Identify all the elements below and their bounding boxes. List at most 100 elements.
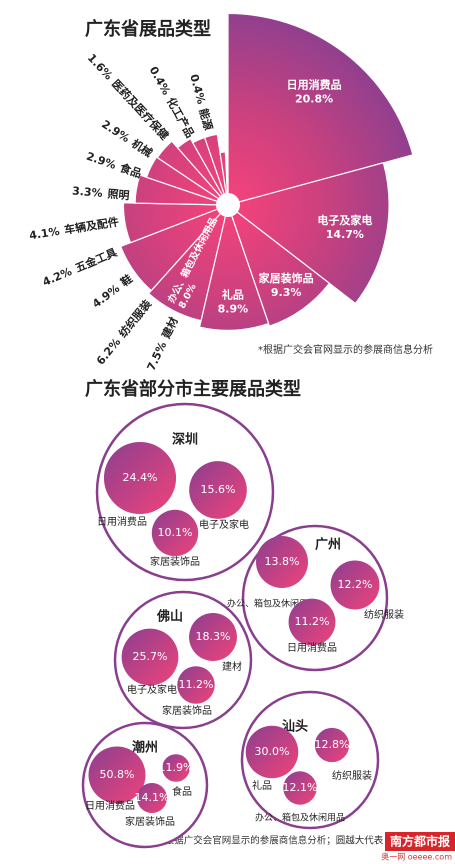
wedge-label: 家居装饰品 9.3% — [259, 271, 314, 299]
value-label: 50.8% — [100, 768, 135, 781]
center-hole — [216, 193, 240, 217]
category-label: 日用消费品 — [287, 641, 337, 654]
wedge — [147, 204, 229, 322]
category-label: 鞋 — [118, 271, 135, 289]
wedge — [203, 133, 229, 206]
wedge — [219, 151, 229, 206]
value-label: 14.7% — [326, 228, 364, 241]
value-label: 9.3% — [271, 286, 302, 299]
value-label: 4.2% — [41, 265, 74, 289]
bubble — [189, 461, 247, 519]
category-label: 礼品 — [252, 779, 272, 792]
bubble — [255, 535, 309, 589]
value-label: 11.2% — [179, 678, 214, 691]
note: *根据广交会官网显示的参展商信息分析；圆越大代表 — [160, 835, 384, 847]
category-label: 纺织服装 — [364, 608, 404, 621]
wedge — [198, 202, 270, 331]
value-label: 30.0% — [255, 745, 290, 758]
category-label: 食品 — [172, 785, 192, 798]
group-title: 佛山 — [156, 609, 183, 625]
value-label: 7.5% — [145, 340, 170, 373]
category-label: 家居装饰品 — [125, 815, 175, 828]
bubble — [88, 746, 146, 804]
category-label: 家居装饰品 — [259, 271, 314, 285]
wedge-label: 3.3% 照明 — [72, 184, 130, 202]
watermark-brand: 南方都市报 — [390, 834, 450, 849]
wedge — [226, 203, 331, 327]
bubble — [136, 782, 168, 814]
bubble — [103, 441, 177, 515]
wedge-label: 6.2%纺织服装 — [93, 297, 154, 368]
bubble — [151, 509, 199, 557]
wedge-label: 礼品 8.9% — [218, 288, 249, 316]
category-label: 五金工具 — [73, 245, 119, 275]
chart-title: 广东省部分市主要展品类型 — [85, 378, 301, 400]
wedge-label: 4.9%鞋 — [89, 271, 135, 310]
bubble — [330, 560, 380, 610]
wedge — [145, 156, 229, 206]
bubble — [189, 613, 237, 661]
value-label: 11.9% — [159, 761, 194, 774]
category-label: 纺织服装 — [116, 297, 155, 340]
value-label: 8.9% — [218, 303, 249, 316]
category-label: 电子及家电 — [199, 518, 249, 531]
value-label: 3.3% — [72, 184, 104, 200]
category-label: 礼品 — [222, 288, 244, 302]
value-label: 2.9% — [85, 150, 118, 172]
value-label: 10.1% — [158, 526, 193, 539]
value-label: 4.1% — [28, 225, 60, 243]
bubble — [245, 725, 299, 779]
value-label: 4.9% — [90, 282, 122, 311]
bubble — [283, 771, 317, 805]
value-label: 0.4% — [187, 73, 207, 106]
category-label: 日用消费品 — [287, 77, 342, 91]
wedge — [156, 140, 229, 206]
group-title: 汕头 — [282, 719, 308, 735]
category-label: 食品 — [118, 160, 143, 180]
wedge-label: 日用消费品 20.8% — [287, 77, 342, 105]
bubble — [121, 628, 179, 686]
value-label: 25.7% — [133, 650, 168, 663]
wedge-label: 1.6%医药及医疗保健 — [85, 51, 173, 144]
bubble — [314, 727, 350, 763]
group-title: 潮州 — [132, 740, 158, 756]
group-title: 广州 — [315, 537, 341, 553]
category-label: 电子及家电 — [317, 213, 372, 227]
value-label: 6.2% — [94, 336, 123, 368]
category-label: 机械 — [129, 136, 155, 160]
wedge — [122, 202, 229, 244]
bubble — [288, 598, 336, 646]
category-label: 日用消费品 — [85, 799, 135, 812]
wedge-label: 2.9%食品 — [85, 149, 144, 181]
category-label: 车辆及配件 — [63, 214, 120, 236]
category-label: 电子及家电 — [127, 683, 177, 696]
value-label: 14.1% — [135, 791, 170, 804]
category-label: 能源 — [196, 107, 215, 132]
value-label: 18.3% — [196, 630, 231, 643]
value-label: 12.2% — [338, 578, 373, 591]
value-label: 20.8% — [295, 92, 333, 105]
wedge-label: 4.1% 车辆及配件 — [28, 214, 120, 242]
category-label: 建材 — [159, 315, 181, 341]
value-label: 12.1% — [283, 781, 318, 794]
category-label: 建材 — [222, 660, 242, 673]
value-label: 2.9% — [99, 118, 132, 146]
category-label: 家居装饰品 — [150, 555, 200, 568]
chart-title: 广东省展品类型 — [85, 18, 211, 40]
category-label: 照明 — [107, 187, 130, 202]
group-circle — [240, 690, 380, 830]
value-label: 1.6% — [85, 51, 115, 82]
value-label: 12.8% — [315, 738, 350, 751]
category-label: 日用消费品 — [97, 515, 147, 528]
category-label: 纺织服装 — [332, 769, 372, 782]
value-label: 15.6% — [201, 483, 236, 496]
wedge — [227, 12, 414, 206]
category-label: 办公、箱包及休闲用品 — [255, 812, 345, 824]
watermark-box — [385, 832, 455, 851]
wedge — [176, 137, 229, 206]
bubble — [177, 666, 215, 704]
value-label: 24.4% — [123, 471, 158, 484]
wedge — [119, 204, 229, 292]
